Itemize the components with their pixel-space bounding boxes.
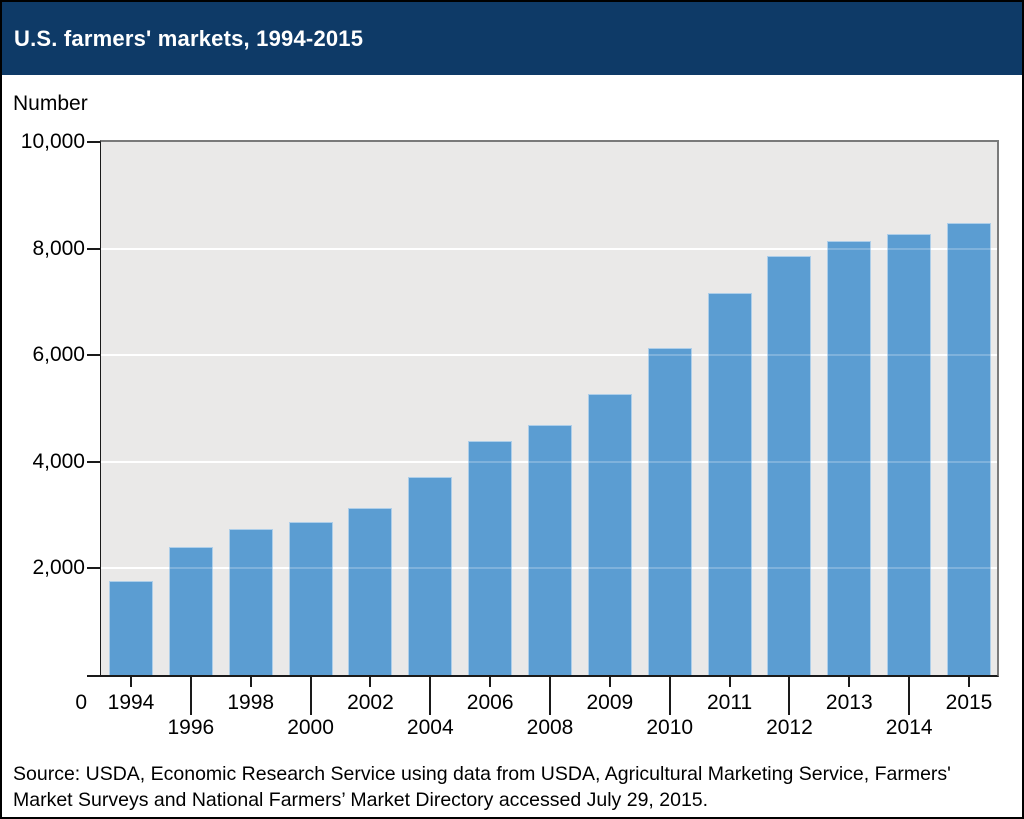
bar	[348, 508, 393, 675]
y-axis-tick	[87, 354, 100, 357]
bar	[707, 293, 752, 675]
bar	[528, 425, 572, 675]
x-axis-tick	[968, 677, 970, 687]
x-tick-label: 2000	[287, 716, 334, 739]
gridline-overlay	[101, 354, 997, 357]
x-tick-label: 2010	[646, 716, 694, 739]
bar	[228, 529, 273, 675]
bar	[827, 241, 872, 675]
x-tick-label: 2008	[526, 716, 574, 739]
gridline-overlay	[101, 567, 997, 570]
bar	[887, 234, 932, 675]
y-axis-tick	[87, 460, 100, 463]
y-tick-label: 4,000	[32, 449, 85, 473]
x-axis-tick	[369, 677, 372, 687]
gridline-overlay	[101, 247, 997, 250]
y-axis-tick	[87, 141, 100, 143]
y-tick-label: 6,000	[32, 343, 85, 367]
x-axis-tick	[429, 677, 432, 715]
bar	[288, 522, 333, 675]
x-axis-tick	[309, 677, 312, 715]
x-axis-tick	[189, 677, 192, 715]
x-tick-label: 2004	[406, 716, 454, 739]
bar	[109, 581, 153, 675]
plot-area	[100, 140, 999, 677]
chart-title: U.S. farmers' markets, 1994-2015	[14, 25, 364, 51]
plot-inner	[101, 142, 997, 675]
x-axis-tick	[848, 677, 851, 687]
y-tick-label: 0	[75, 691, 87, 714]
x-axis-tick	[788, 677, 791, 715]
x-axis-tick	[249, 677, 252, 687]
bar	[408, 477, 453, 675]
bar	[168, 547, 213, 675]
x-axis-tick	[908, 677, 911, 715]
x-tick-label: 2006	[466, 691, 514, 714]
x-axis-tick	[130, 677, 132, 687]
y-tick-label: 8,000	[32, 236, 85, 260]
x-tick-label: 2014	[885, 716, 933, 739]
gridline	[101, 247, 997, 250]
gridline-overlay	[101, 460, 997, 463]
y-axis-unit-label: Number	[13, 92, 88, 115]
x-tick-label: 2002	[347, 691, 394, 714]
y-tick-label: 2,000	[32, 556, 85, 580]
x-tick-label: 2009	[586, 691, 634, 714]
x-tick-label: 2013	[825, 691, 873, 714]
x-axis-tick	[608, 677, 611, 687]
x-tick-label: 1994	[107, 691, 155, 714]
x-tick-label: 1998	[227, 691, 275, 714]
x-axis-tick	[549, 677, 551, 715]
x-axis-tick	[489, 677, 492, 687]
y-tick-label: 10,000	[20, 130, 85, 153]
source-note: Source: USDA, Economic Research Service …	[13, 763, 951, 811]
x-tick-label: 1996	[167, 716, 215, 739]
bar	[468, 441, 513, 675]
bar	[647, 348, 692, 675]
bar	[587, 394, 632, 675]
y-axis-tick	[87, 247, 100, 250]
x-tick-label: 2011	[706, 691, 753, 714]
title-bar: U.S. farmers' markets, 1994-2015	[2, 2, 1022, 75]
y-axis-tick	[87, 567, 100, 570]
gridline	[101, 354, 997, 357]
x-axis-line-extension	[87, 675, 100, 677]
x-axis-tick	[668, 677, 671, 715]
x-tick-label: 2015	[945, 691, 993, 714]
bar	[947, 223, 991, 675]
x-axis-tick	[728, 677, 731, 687]
bar	[767, 256, 812, 675]
x-tick-label: 2012	[766, 716, 813, 739]
